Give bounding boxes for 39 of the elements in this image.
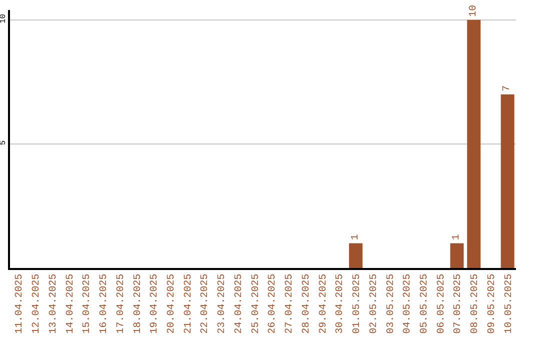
x-tick-label: 06.05.2025	[436, 274, 448, 334]
x-tick-label: 10.05.2025	[504, 274, 515, 334]
x-tick-label: 02.05.2025	[368, 274, 380, 334]
x-tick-label: 21.04.2025	[183, 274, 194, 334]
x-tick-label: 12.04.2025	[32, 274, 43, 334]
y-tick-label: 5	[0, 140, 8, 146]
x-tick-label: 16.04.2025	[99, 274, 110, 334]
bar	[450, 243, 464, 268]
x-tick-label: 11.04.2025	[14, 274, 26, 334]
x-tick-label: 05.05.2025	[419, 274, 430, 334]
data-label: 10	[468, 4, 480, 17]
x-tick-label: 28.04.2025	[301, 274, 312, 334]
x-tick-label: 23.04.2025	[217, 274, 228, 334]
x-tick-label: 08.05.2025	[470, 274, 482, 334]
x-tick-label: 19.04.2025	[150, 274, 161, 334]
x-tick-label: 24.04.2025	[234, 274, 245, 334]
data-label: 1	[451, 234, 462, 240]
x-tick-label: 09.05.2025	[486, 274, 498, 334]
x-tick-label: 15.04.2025	[82, 274, 94, 334]
bar	[349, 243, 363, 268]
x-tick-label: 27.04.2025	[284, 274, 296, 334]
x-tick-label: 20.04.2025	[166, 274, 178, 334]
x-tick-label: 26.04.2025	[268, 274, 279, 334]
x-tick-label: 01.05.2025	[352, 274, 364, 334]
data-label: 7	[502, 85, 514, 92]
x-tick-label: 30.04.2025	[335, 274, 346, 334]
x-tick-label: 04.05.2025	[402, 274, 414, 334]
x-tick-label: 03.05.2025	[386, 274, 397, 334]
x-tick-label: 07.05.2025	[453, 274, 464, 334]
x-tick-label: 22.04.2025	[200, 274, 212, 334]
x-tick-label: 17.04.2025	[116, 274, 127, 334]
x-tick-label: 25.04.2025	[250, 274, 262, 334]
x-tick-label: 29.04.2025	[318, 274, 330, 334]
x-tick-label: 13.04.2025	[48, 274, 60, 334]
bar	[467, 20, 481, 268]
x-tick-label: 18.04.2025	[132, 274, 144, 334]
data-label: 1	[350, 234, 362, 240]
x-tick-label: 14.04.2025	[65, 274, 76, 334]
bar	[500, 94, 514, 268]
